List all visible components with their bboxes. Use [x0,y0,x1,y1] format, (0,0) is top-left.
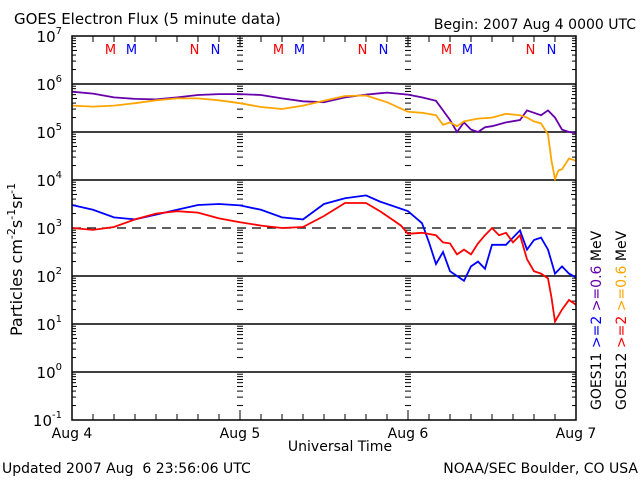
local-time-marker: M [126,43,137,58]
y-axis-label-sup1: -2 [5,228,18,239]
x-tick-labels: Aug 4 Aug 5 Aug 6 Aug 7 [52,426,597,442]
y-axis-label-main: Particles cm [7,239,26,336]
y-tick-sup: 6 [56,74,62,85]
local-time-marker: M [441,43,452,58]
y-tick-sup: 3 [56,218,62,229]
credit-label: NOAA/SEC Boulder, CO USA [443,461,638,477]
x-tick-label: Aug 5 [220,426,261,442]
local-time-marker: M [294,43,305,58]
begin-label: Begin: 2007 Aug 4 0000 UTC [434,17,636,33]
y-tick-sup: -1 [52,410,62,421]
y-tick-label: 107 [37,26,62,46]
y-tick-label: 106 [37,74,62,94]
local-time-marker: M [105,43,116,58]
legend-goes11-unit: MeV [589,230,605,261]
series-lines [71,90,577,325]
local-time-marker: M [462,43,473,58]
local-time-marker: M [273,43,284,58]
local-time-marker: N [379,43,389,58]
y-tick-sup: 2 [56,266,62,277]
y-tick-base: 10 [37,268,56,286]
series-line [71,94,577,183]
y-tick-base: 10 [37,124,56,142]
local-time-marker: N [547,43,557,58]
y-tick-label: 104 [37,170,62,190]
local-time-marker: N [358,43,368,58]
local-time-marker: N [526,43,536,58]
y-tick-sup: 1 [56,314,62,325]
grid-lines [72,83,576,373]
legend: GOES11 >=2 >=0.6 MeV GOES12 >=2 >=0.6 Me… [589,230,630,410]
y-tick-label: 10-1 [33,410,62,430]
legend-goes12-unit: MeV [614,230,630,261]
x-axis-label: Universal Time [288,439,392,455]
legend-goes12-2mev: >=2 [614,316,630,348]
y-tick-base: 10 [37,28,56,46]
y-tick-base: 10 [37,316,56,334]
x-tick-label: Aug 4 [52,426,93,442]
y-axis-label-sr: sr [7,193,26,208]
plot-frame [71,35,577,421]
y-tick-sup: 4 [56,170,62,181]
y-tick-label: 101 [37,314,62,334]
y-tick-label: 102 [37,266,62,286]
legend-goes11: GOES11 >=2 >=0.6 MeV [589,230,605,410]
legend-goes11-2mev: >=2 [589,316,605,348]
y-axis-label-sup2: -1 [5,209,18,220]
y-tick-base: 10 [37,172,56,190]
y-tick-base: 10 [37,220,56,238]
y-tick-base: 10 [37,364,56,382]
y-axis-label: Particles cm-2s-1sr-1 [5,183,26,336]
series-line [71,90,577,134]
chart-title: GOES Electron Flux (5 minute data) [14,10,281,28]
y-tick-label: 100 [37,362,62,382]
series-line [71,202,577,325]
local-time-marker: N [211,43,221,58]
y-tick-label: 105 [37,122,62,142]
y-tick-label: 103 [37,218,62,238]
x-tick-label: Aug 6 [388,426,429,442]
y-tick-sup: 7 [56,26,62,37]
legend-goes11-sat: GOES11 [589,353,605,410]
x-tick-label: Aug 7 [556,426,597,442]
y-axis-label-sup3: -1 [5,183,18,194]
legend-goes12-sat: GOES12 [614,353,630,410]
local-time-marker: N [190,43,200,58]
y-tick-base: 10 [37,76,56,94]
legend-goes12-06mev: >=0.6 [614,265,630,311]
y-axis-label-s: s [7,220,26,228]
legend-goes11-06mev: >=0.6 [589,265,605,311]
updated-timestamp: Updated 2007 Aug 6 23:56:06 UTC [2,461,251,477]
y-tick-sup: 0 [56,362,62,373]
series-line [71,194,577,283]
legend-goes12: GOES12 >=2 >=0.6 MeV [614,230,630,410]
y-tick-sup: 5 [56,122,62,133]
y-tick-base: 10 [33,412,52,430]
